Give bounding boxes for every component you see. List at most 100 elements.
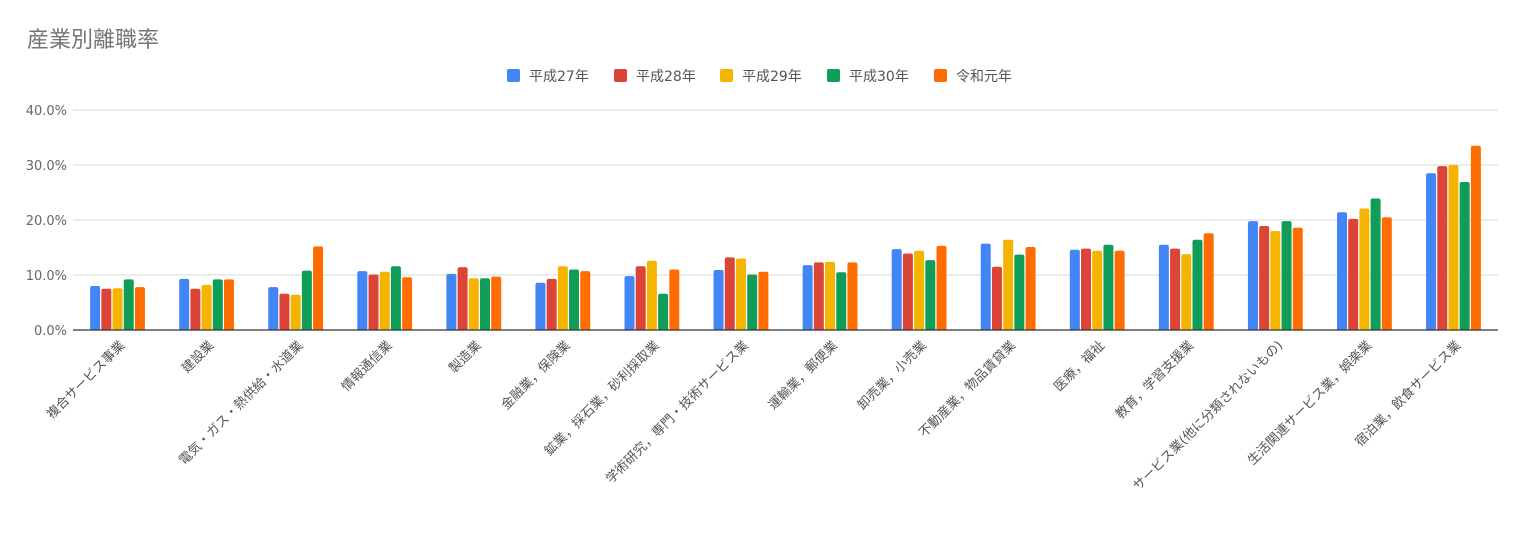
- bar: [991, 266, 1002, 330]
- bar: [402, 277, 413, 330]
- bar: [914, 250, 925, 330]
- bar: [557, 266, 568, 330]
- bar: [1003, 239, 1014, 330]
- bar: [925, 260, 936, 330]
- bar: [1270, 231, 1281, 330]
- bar: [468, 278, 479, 330]
- x-tick-label: 製造業: [446, 338, 485, 377]
- bar: [479, 278, 490, 330]
- bar: [580, 271, 591, 330]
- x-tick-label: 運輸業，郵便業: [765, 338, 841, 414]
- bar: [1114, 250, 1125, 330]
- bar: [1381, 217, 1392, 330]
- bar: [1370, 198, 1381, 330]
- y-tick-label: 0.0%: [34, 324, 67, 339]
- bar: [491, 276, 502, 330]
- legend-item: 平成28年: [614, 66, 722, 86]
- bar: [1470, 145, 1481, 330]
- bar: [669, 269, 680, 330]
- bar: [1192, 239, 1203, 330]
- x-tick-label: 不動産業，物品賃貸業: [916, 338, 1019, 441]
- bar: [390, 266, 401, 330]
- bar: [1292, 227, 1303, 330]
- legend-label: 令和元年: [956, 69, 1012, 85]
- y-tick-label: 40.0%: [26, 104, 67, 119]
- bar: [546, 278, 557, 330]
- bar: [313, 246, 324, 330]
- bar: [1426, 173, 1437, 330]
- x-tick-label: 複合サービス事業: [43, 338, 128, 423]
- legend-item: 平成27年: [507, 66, 615, 86]
- x-tick-label: 教育，学習支援業: [1112, 338, 1197, 423]
- bar: [825, 261, 836, 330]
- bar: [1170, 248, 1181, 330]
- bar: [90, 286, 101, 330]
- bar: [802, 265, 813, 330]
- bar: [813, 262, 824, 330]
- bar: [457, 267, 468, 330]
- bar: [1158, 244, 1169, 330]
- bar: [101, 288, 112, 330]
- bar: [658, 293, 669, 330]
- x-tick-label: サービス業(他に分類されないもの): [1130, 338, 1286, 494]
- bar: [368, 274, 379, 330]
- bar: [1337, 212, 1348, 330]
- legend-swatch: [614, 69, 627, 82]
- legend-item: 平成29年: [720, 66, 828, 86]
- bar: [1092, 250, 1103, 330]
- bar: [134, 287, 145, 330]
- bar: [635, 266, 646, 330]
- x-tick-label: 情報通信業: [338, 338, 395, 395]
- bar: [1247, 221, 1258, 330]
- bar: [179, 278, 190, 330]
- legend-item: 令和元年: [934, 66, 1024, 86]
- legend-label: 平成29年: [742, 69, 802, 85]
- bar: [290, 294, 301, 330]
- bar: [747, 274, 758, 330]
- x-tick-label: 生活関連サービス業，娯楽業: [1244, 338, 1375, 469]
- legend-label: 平成30年: [849, 69, 909, 85]
- bar: [112, 288, 123, 330]
- bar: [646, 260, 657, 330]
- bar: [1259, 226, 1270, 330]
- bar: [713, 270, 724, 330]
- bar: [201, 284, 212, 330]
- legend-item: 平成30年: [827, 66, 935, 86]
- bar: [624, 276, 635, 330]
- bar: [223, 279, 234, 330]
- bar: [902, 253, 913, 330]
- legend-swatch: [827, 69, 840, 82]
- x-tick-label: 電気・ガス・熱供給・水道業: [176, 338, 307, 469]
- bar: [1103, 244, 1114, 330]
- bar: [1069, 249, 1080, 330]
- bar: [301, 270, 312, 330]
- x-tick-label: 建設業: [179, 338, 218, 377]
- bar: [569, 269, 580, 330]
- bar: [758, 271, 769, 330]
- bar: [535, 282, 546, 330]
- bar: [1014, 254, 1025, 330]
- x-tick-label: 卸売業，小売業: [854, 338, 930, 414]
- bar: [1437, 166, 1448, 330]
- bar: [357, 271, 368, 330]
- x-tick-label: 鉱業，採石業，砂利採取業: [541, 338, 663, 460]
- legend-label: 平成28年: [636, 69, 696, 85]
- bar: [847, 262, 858, 330]
- x-tick-label: 学術研究，専門・技術サービス業: [603, 338, 752, 487]
- x-tick-label: 医療，福祉: [1051, 338, 1108, 395]
- bar: [936, 245, 947, 330]
- chart-legend: 平成27年 平成28年 平成29年 平成30年 令和元年: [0, 66, 1526, 88]
- legend-label: 平成27年: [529, 69, 589, 85]
- bar: [1081, 248, 1092, 330]
- x-tick-label: 金融業，保険業: [498, 338, 574, 414]
- bar: [1459, 182, 1470, 330]
- bar: [724, 257, 735, 330]
- bar: [1448, 165, 1459, 330]
- bar: [379, 271, 390, 330]
- bar: [190, 288, 201, 330]
- bar: [1025, 246, 1036, 330]
- bar: [836, 272, 847, 330]
- bar: [1181, 254, 1192, 330]
- legend-swatch: [507, 69, 520, 82]
